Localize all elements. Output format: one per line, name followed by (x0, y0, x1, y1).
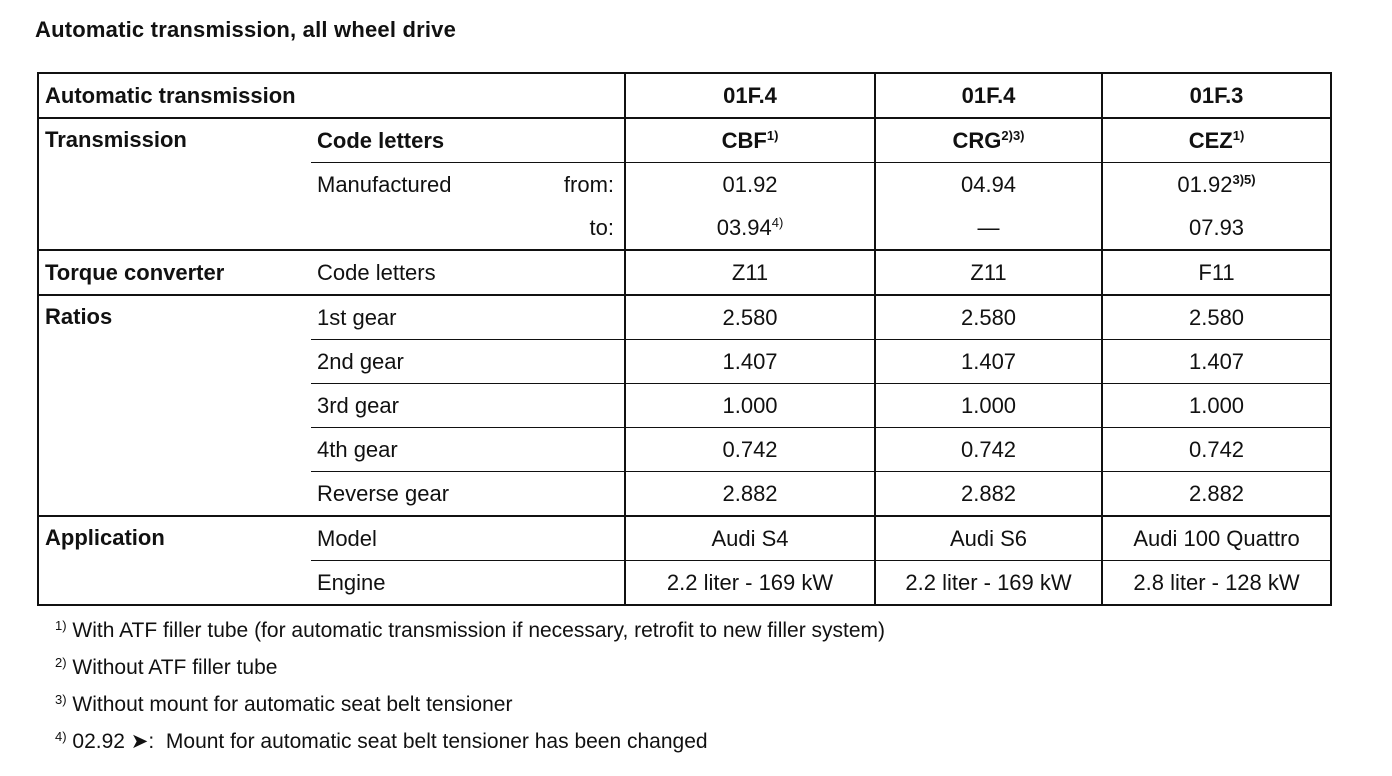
header-col-1: 01F.4 (624, 72, 876, 119)
ratios-group-label: Ratios (37, 295, 311, 517)
from-cell: 04.94 (874, 162, 1103, 206)
torque-code-cell: F11 (1101, 250, 1333, 296)
code-cell: CRG2)3) (874, 118, 1103, 163)
footnote: 4) 02.92 ➤: Mount for automatic seat bel… (55, 727, 885, 764)
ratio-cell: 1.000 (1101, 383, 1333, 428)
ratio-cell: 2.580 (874, 295, 1103, 340)
table-row: 2nd gear 1.407 1.407 1.407 (38, 339, 1333, 384)
ratio-cell: 0.742 (624, 427, 876, 472)
table-row: Torque converter Code letters Z11 Z11 F1… (37, 250, 1333, 296)
gear-label: 4th gear (311, 427, 626, 472)
header-col-3: 01F.3 (1101, 72, 1333, 119)
ratio-cell: 1.407 (624, 339, 876, 384)
header-label: Automatic transmission (36, 72, 626, 119)
footnotes: 1) With ATF filler tube (for automatic t… (55, 616, 885, 764)
to-cell: 07.93 (1101, 206, 1333, 251)
to-cell: 03.944) (624, 206, 876, 251)
code-cell: CEZ1) (1101, 118, 1333, 163)
table-row: 4th gear 0.742 0.742 0.742 (38, 427, 1333, 472)
to-cell: — (874, 206, 1103, 251)
header-col-2: 01F.4 (874, 72, 1103, 119)
model-label: Model (311, 516, 626, 561)
transmission-group-label: Transmission (37, 118, 311, 251)
footnote-text: With ATF filler tube (for automatic tran… (72, 619, 886, 642)
table-row: Manufactured from: 01.92 04.94 01.923)5) (38, 162, 1333, 207)
gear-label: Reverse gear (311, 471, 626, 517)
footnote-mark: 2) (55, 655, 67, 670)
engine-label: Engine (311, 560, 626, 606)
ratio-cell: 2.882 (624, 471, 876, 517)
ratio-cell: 2.882 (874, 471, 1103, 517)
ratio-cell: 2.882 (1101, 471, 1333, 517)
footnote-mark: 3) (55, 692, 67, 707)
gear-label: 1st gear (311, 295, 626, 340)
footnote: 1) With ATF filler tube (for automatic t… (55, 616, 885, 653)
table-row: 3rd gear 1.000 1.000 1.000 (38, 383, 1333, 428)
table-row: Transmission Code letters CBF1) CRG2)3) … (37, 118, 1333, 251)
from-cell: 01.92 (624, 162, 876, 206)
from-cell: 01.923)5) (1101, 162, 1333, 206)
ratio-cell: 2.580 (624, 295, 876, 340)
code-cell: CBF1) (624, 118, 876, 163)
engine-cell: 2.8 liter - 128 kW (1101, 560, 1333, 606)
table-row: Engine 2.2 liter - 169 kW 2.2 liter - 16… (38, 560, 1333, 606)
footnote-text: 02.92 ➤: Mount for automatic seat belt t… (72, 730, 708, 753)
footnote-text: Without ATF filler tube (72, 656, 278, 679)
footnote-mark: 4) (55, 729, 67, 744)
torque-code-cell: Z11 (624, 250, 876, 296)
ratio-cell: 2.580 (1101, 295, 1333, 340)
manufactured-from-cell: Manufactured from: (311, 163, 625, 207)
torque-code-letters-label: Code letters (311, 250, 626, 296)
engine-cell: 2.2 liter - 169 kW (874, 560, 1103, 606)
ratio-cell: 1.407 (874, 339, 1103, 384)
model-cell: Audi S6 (874, 516, 1103, 561)
gear-label: 2nd gear (311, 339, 626, 384)
ratio-cell: 0.742 (874, 427, 1103, 472)
footnote: 3) Without mount for automatic seat belt… (55, 690, 885, 727)
table-row: Application Model Audi S4 Audi S6 Audi 1… (37, 516, 1333, 606)
model-cell: Audi 100 Quattro (1101, 516, 1333, 561)
ratio-cell: 0.742 (1101, 427, 1333, 472)
application-group-label: Application (37, 516, 311, 606)
table-row: Ratios 1st gear 2.580 2.580 2.580 (37, 295, 1333, 517)
ratio-cell: 1.407 (1101, 339, 1333, 384)
table-row: to: 03.944) — 07.93 (38, 206, 1333, 251)
torque-converter-label: Torque converter (37, 250, 311, 296)
footnote: 2) Without ATF filler tube (55, 653, 885, 690)
footnote-text: Without mount for automatic seat belt te… (72, 693, 513, 716)
page-title: Automatic transmission, all wheel drive (35, 17, 457, 42)
model-cell: Audi S4 (624, 516, 876, 561)
transmission-spec-table: Automatic transmission 01F.4 01F.4 01F.3… (36, 72, 1333, 606)
footnote-mark: 1) (55, 618, 67, 633)
ratio-cell: 1.000 (874, 383, 1103, 428)
torque-code-cell: Z11 (874, 250, 1103, 296)
manufactured-label: Manufactured (317, 171, 452, 197)
to-label: to: (311, 206, 626, 251)
table-row: Reverse gear 2.882 2.882 2.882 (38, 471, 1333, 517)
ratio-cell: 1.000 (624, 383, 876, 428)
gear-label: 3rd gear (311, 383, 626, 428)
engine-cell: 2.2 liter - 169 kW (624, 560, 876, 606)
table-header-row: Automatic transmission 01F.4 01F.4 01F.3 (36, 72, 1333, 119)
from-label: from: (563, 171, 615, 197)
code-letters-label: Code letters (317, 127, 445, 153)
